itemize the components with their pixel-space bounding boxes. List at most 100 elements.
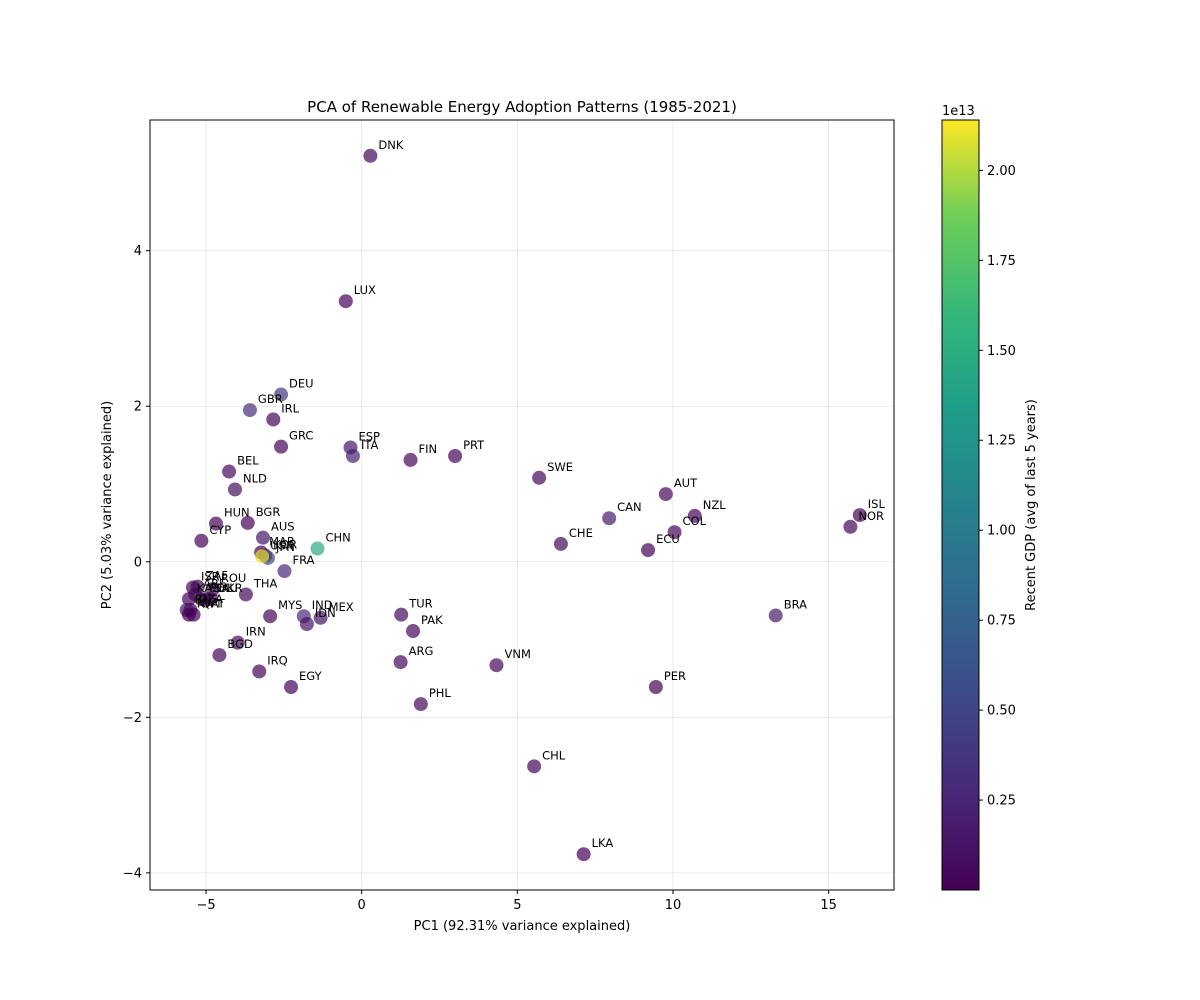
- colorbar-label: Recent GDP (avg of last 5 years): [1024, 399, 1039, 611]
- data-point-lux: [338, 294, 353, 309]
- point-label-usa: USA: [270, 538, 294, 552]
- data-point-bgr: [240, 515, 255, 530]
- grid-lines: [150, 120, 894, 890]
- data-point-pak: [406, 624, 421, 638]
- data-point-ecu: [641, 543, 656, 558]
- point-label-rus: RUS: [195, 592, 219, 606]
- point-label-grc: GRC: [289, 429, 313, 443]
- data-point-col: [667, 525, 682, 540]
- point-label-ind: IND: [312, 598, 333, 612]
- data-point-deu: [274, 387, 289, 402]
- point-label-kwt: KWT: [197, 597, 224, 611]
- data-point-fra: [277, 564, 292, 579]
- data-point-egy: [284, 680, 299, 694]
- point-label-isl: ISL: [868, 497, 886, 511]
- data-point-bel: [222, 464, 237, 479]
- point-label-egy: EGY: [299, 669, 323, 683]
- data-point-usa: [255, 549, 270, 564]
- point-label-qat: QAT: [202, 597, 226, 611]
- data-point-che: [553, 536, 568, 551]
- data-point-aus: [256, 530, 271, 545]
- point-label-nzl: NZL: [703, 498, 726, 512]
- point-label-chn: CHN: [325, 531, 350, 545]
- y-axis-label: PC2 (5.03% variance explained): [100, 401, 115, 609]
- point-label-fra: FRA: [292, 553, 314, 567]
- point-label-swe: SWE: [547, 460, 573, 474]
- point-label-irn: IRN: [246, 625, 266, 639]
- point-label-aut: AUT: [674, 476, 698, 490]
- point-label-bra: BRA: [784, 597, 807, 611]
- data-point-chl: [527, 759, 542, 774]
- data-point-dnk: [363, 148, 378, 163]
- x-axis-ticks: −5 0 5 10 15: [196, 890, 837, 913]
- point-label-hun: HUN: [224, 506, 250, 520]
- point-label-pak: PAK: [421, 613, 443, 627]
- data-point-phl: [413, 697, 428, 712]
- point-label-sau: SAU: [214, 581, 238, 595]
- data-point-mys: [263, 609, 278, 624]
- data-point-gbr: [242, 403, 257, 418]
- data-point-lka: [576, 847, 591, 862]
- colorbar-tick-label: 1.75: [987, 254, 1016, 269]
- point-label-jpn: JPN: [275, 540, 295, 554]
- data-point-ita: [345, 449, 360, 463]
- data-point-nld: [227, 482, 242, 497]
- y-tick-label: −4: [123, 866, 142, 881]
- point-label-deu: DEU: [289, 377, 314, 391]
- point-label-bgd: BGD: [227, 637, 253, 651]
- point-label-zaf: ZAF: [206, 569, 228, 583]
- colorbar-tick-label: 0.75: [987, 614, 1016, 629]
- data-point-chn: [310, 541, 325, 556]
- x-tick-label: 10: [665, 898, 682, 913]
- x-tick-label: 5: [513, 898, 521, 913]
- data-point-ukr: [203, 592, 218, 607]
- data-point-irl: [266, 412, 281, 427]
- point-label-bel: BEL: [237, 454, 259, 468]
- point-label-mar: MAR: [269, 534, 295, 548]
- data-point-tur: [394, 607, 409, 622]
- data-point-qat: [186, 607, 201, 622]
- data-point-nzl: [687, 508, 702, 523]
- data-point-mex: [313, 610, 328, 625]
- point-label-can: CAN: [617, 500, 642, 514]
- point-label-vnm: VNM: [504, 647, 530, 661]
- data-point-per: [648, 680, 663, 694]
- data-point-tha: [238, 587, 253, 602]
- point-label-aus: AUS: [271, 520, 295, 534]
- point-label-isr: ISR: [201, 569, 220, 583]
- colorbar-tick-label: 1.25: [987, 434, 1016, 449]
- point-label-phl: PHL: [429, 686, 452, 700]
- point-label-irl: IRL: [281, 401, 299, 415]
- point-label-nld: NLD: [243, 471, 267, 485]
- chart-title: PCA of Renewable Energy Adoption Pattern…: [307, 98, 737, 116]
- point-label-gbr: GBR: [258, 392, 283, 406]
- y-tick-label: 2: [134, 400, 142, 415]
- plot-frame: [149, 119, 895, 891]
- point-label-dza: DZA: [198, 592, 223, 606]
- data-point-prt: [448, 449, 463, 463]
- colorbar-tick-label: 0.25: [987, 794, 1016, 809]
- y-tick-label: 4: [134, 244, 142, 259]
- data-point-irq: [252, 664, 267, 679]
- point-label-bgr: BGR: [256, 505, 281, 519]
- point-label-pol: POL: [209, 581, 232, 595]
- point-label-cyp: CYP: [209, 523, 231, 537]
- y-axis-ticks: −4 −2 0 2 4: [123, 244, 150, 881]
- colorbar: 0.25 0.50 0.75 1.00 1.25 1.50 1.75 2.00 1e13 Re…: [941, 104, 1039, 891]
- point-label-arg: ARG: [409, 644, 434, 658]
- point-label-irq: IRQ: [267, 653, 287, 667]
- point-label-kaz: KAZ: [197, 581, 220, 595]
- colorbar-tick-label: 1.50: [987, 344, 1016, 359]
- data-point-isl: [852, 508, 867, 523]
- data-point-kaz: [181, 592, 196, 607]
- data-point-idn: [299, 617, 314, 631]
- point-label-lka: LKA: [592, 836, 614, 850]
- point-label-dnk: DNK: [378, 138, 403, 152]
- data-point-aut: [658, 487, 673, 502]
- y-tick-label: 0: [134, 555, 142, 570]
- point-label-ita: ITA: [361, 438, 379, 452]
- data-point-irn: [230, 635, 245, 650]
- colorbar-ticks: 0.25 0.50 0.75 1.00 1.25 1.50 1.75 2.00: [979, 164, 1016, 809]
- colorbar-gradient: [941, 119, 980, 891]
